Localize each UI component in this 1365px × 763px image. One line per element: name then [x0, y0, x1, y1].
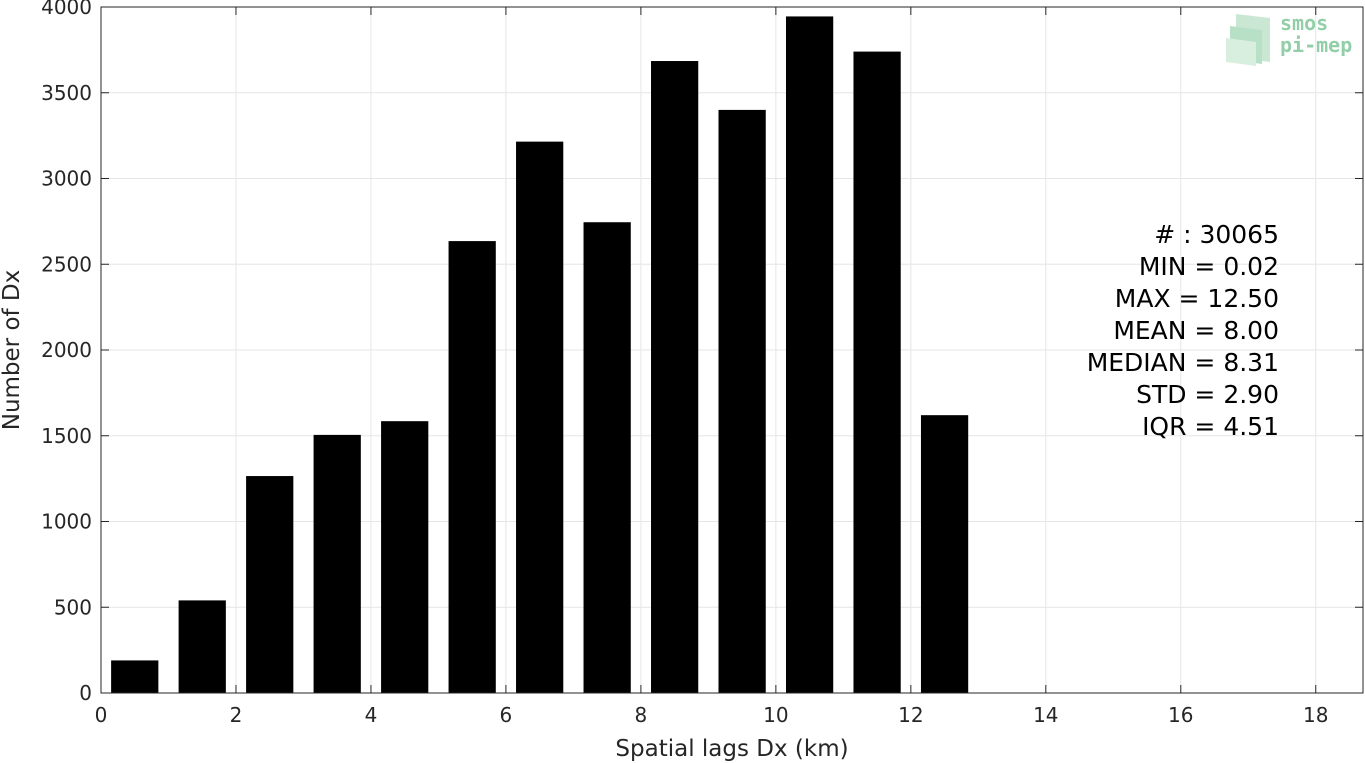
stat-line: STD = 2.90 [1136, 380, 1279, 409]
y-tick-label: 1000 [41, 510, 92, 534]
x-tick-label: 8 [635, 703, 648, 727]
x-tick-label: 18 [1303, 703, 1328, 727]
bar [785, 16, 834, 694]
x-axis-label: Spatial lags Dx (km) [615, 736, 848, 762]
x-tick-label: 6 [500, 703, 513, 727]
bar [381, 421, 429, 693]
stat-line: MAX = 12.50 [1115, 284, 1279, 313]
bar [178, 600, 226, 693]
stat-line: # : 30065 [1154, 220, 1279, 249]
bar [651, 61, 699, 693]
bar [111, 660, 159, 693]
logo-text-line1: smos [1280, 11, 1328, 35]
stat-line: MIN = 0.02 [1139, 252, 1279, 281]
y-tick-label: 4000 [41, 0, 92, 19]
bar [246, 476, 294, 693]
x-tick-label: 0 [95, 703, 108, 727]
y-tick-label: 2500 [41, 252, 92, 276]
x-ticks: 0 2 4 6 8 10 12 14 16 18 [95, 7, 1328, 727]
x-tick-label: 12 [898, 703, 923, 727]
x-tick-label: 4 [365, 703, 378, 727]
x-tick-label: 14 [1033, 703, 1058, 727]
bar [718, 109, 766, 693]
stat-line: IQR = 4.51 [1142, 412, 1279, 441]
y-tick-label: 500 [54, 595, 92, 619]
y-tick-label: 3500 [41, 81, 92, 105]
y-tick-label: 3000 [41, 167, 92, 191]
y-axis-label: Number of Dx [0, 270, 25, 431]
stat-line: MEAN = 8.00 [1113, 316, 1279, 345]
bar [920, 415, 969, 693]
stats-box: # : 30065 MIN = 0.02 MAX = 12.50 MEAN = 8.0… [1087, 220, 1279, 441]
bar [853, 51, 901, 693]
y-ticks: 0 500 1000 1500 2000 2500 3000 3500 4000 [41, 0, 1363, 705]
logo-text-line2: pi-mep [1280, 33, 1352, 57]
x-tick-label: 2 [230, 703, 243, 727]
y-tick-label: 2000 [41, 338, 92, 362]
logo-mark-icon [1226, 14, 1270, 66]
smos-pi-mep-logo: smos pi-mep [1226, 11, 1352, 66]
bar [448, 241, 496, 693]
stat-line: MEDIAN = 8.31 [1087, 348, 1279, 377]
y-tick-label: 1500 [41, 424, 92, 448]
x-tick-label: 10 [763, 703, 788, 727]
bar [313, 434, 361, 693]
bars [111, 16, 969, 694]
y-tick-label: 0 [79, 681, 92, 705]
bar [583, 222, 631, 694]
x-tick-label: 16 [1168, 703, 1193, 727]
bar [516, 141, 564, 693]
